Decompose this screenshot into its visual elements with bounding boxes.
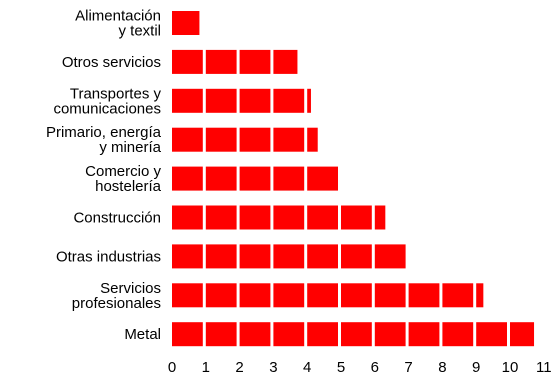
bar xyxy=(172,88,311,113)
bar-segment xyxy=(239,283,271,308)
bar-segment xyxy=(205,322,237,347)
bar-segment xyxy=(341,244,372,269)
bar-segment xyxy=(341,205,372,230)
bar-segment xyxy=(307,283,338,308)
bar-segment xyxy=(172,11,200,35)
bar-segment xyxy=(239,166,271,191)
category-label: Primario, energía y minería xyxy=(46,124,162,156)
bar-segment xyxy=(442,283,474,308)
bar-segment xyxy=(205,283,237,308)
bar-segment xyxy=(307,244,338,269)
bar-segment xyxy=(239,244,271,269)
bar-segment xyxy=(273,127,305,152)
bar-segment xyxy=(307,322,338,347)
bar-segment xyxy=(442,322,474,347)
bar-segment xyxy=(510,322,535,347)
bar-segment xyxy=(307,166,338,191)
bar-segment xyxy=(408,283,440,308)
x-tick-label: 10 xyxy=(502,359,519,376)
bar-segment xyxy=(374,283,406,308)
category-label: Metal xyxy=(124,326,161,343)
bar-segment xyxy=(239,49,271,74)
bar-segment xyxy=(408,322,440,347)
bar xyxy=(172,166,338,191)
bar-segment xyxy=(172,49,203,74)
bar-segment xyxy=(273,205,305,230)
category-label: Otras industrias xyxy=(56,248,161,265)
bars xyxy=(172,11,535,347)
category-label: Construcción xyxy=(73,210,161,227)
bar-segment xyxy=(172,166,203,191)
bar xyxy=(172,11,200,35)
bar-segment xyxy=(239,88,271,113)
bar-segment xyxy=(273,244,305,269)
bar-segment xyxy=(239,127,271,152)
x-tick-label: 1 xyxy=(202,359,210,376)
bar-segment xyxy=(341,322,372,347)
category-label: Servicios profesionales xyxy=(72,280,161,312)
category-label: Comercio y hostelería xyxy=(85,163,162,195)
x-tick-label: 8 xyxy=(438,359,446,376)
bar-segment xyxy=(172,88,203,113)
bar-segment xyxy=(374,244,406,269)
bar-segment xyxy=(172,283,203,308)
bar-segment xyxy=(476,322,507,347)
bar-segment xyxy=(172,205,203,230)
x-tick-label: 2 xyxy=(235,359,243,376)
bar xyxy=(172,283,484,308)
x-tick-label: 5 xyxy=(337,359,345,376)
x-tick-label: 0 xyxy=(168,359,176,376)
bar-segment xyxy=(205,127,237,152)
bar-segment xyxy=(476,283,484,308)
bar-segment xyxy=(273,283,305,308)
x-tick-label: 4 xyxy=(303,359,311,376)
x-tick-label: 3 xyxy=(269,359,277,376)
bar xyxy=(172,49,298,74)
bar-segment xyxy=(341,283,372,308)
category-label: Otros servicios xyxy=(62,54,161,71)
x-tick-label: 6 xyxy=(371,359,379,376)
bar-segment xyxy=(205,88,237,113)
bar-segment xyxy=(205,244,237,269)
bar xyxy=(172,322,535,347)
x-axis-tick-labels: 0 1 2 3 4 5 6 7 8 9 10 11 xyxy=(168,359,552,376)
bar-segment xyxy=(273,166,305,191)
bar-segment xyxy=(239,205,271,230)
bar-segment xyxy=(172,244,203,269)
x-tick-label: 7 xyxy=(404,359,412,376)
bar-segment xyxy=(205,166,237,191)
bar-segment xyxy=(307,127,318,152)
category-label: Alimentación y textil xyxy=(75,8,161,40)
bar xyxy=(172,244,406,269)
x-tick-label: 9 xyxy=(472,359,480,376)
bar-segment xyxy=(172,322,203,347)
bar xyxy=(172,205,386,230)
bar xyxy=(172,127,318,152)
bar-segment xyxy=(273,49,298,74)
x-tick-label: 11 xyxy=(536,359,552,376)
bar-segment xyxy=(273,322,305,347)
bar-segment xyxy=(374,205,386,230)
bar-segment xyxy=(205,49,237,74)
bar-segment xyxy=(307,88,311,113)
bar-segment xyxy=(273,88,305,113)
bar-segment xyxy=(172,127,203,152)
bar-segment xyxy=(239,322,271,347)
bar-segment xyxy=(374,322,406,347)
bar-segment xyxy=(205,205,237,230)
bar-segment xyxy=(307,205,338,230)
category-label: Transportes y comunicaciones xyxy=(53,85,161,117)
category-labels: Alimentación y textil Otros servicios Trans… xyxy=(46,8,162,344)
